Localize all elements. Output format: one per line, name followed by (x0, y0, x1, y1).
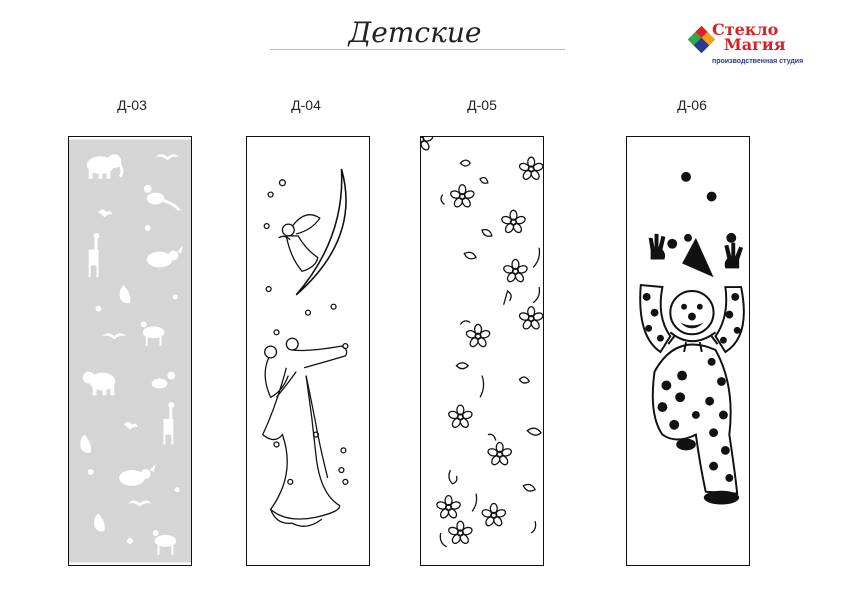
animals-frosted-icon (69, 139, 191, 563)
panel-code-d06: Д-06 (677, 97, 707, 113)
title-divider (270, 49, 565, 50)
panel-d04[interactable] (246, 136, 370, 566)
logo-subtitle: производственная студия (712, 58, 804, 65)
panel-code-d05: Д-05 (467, 97, 497, 113)
panel-d03[interactable] (68, 136, 192, 566)
panel-d06[interactable] (626, 136, 750, 566)
logo-text-line1: Стекло (712, 20, 779, 39)
page-title: Детские (348, 16, 482, 49)
angel-dancers-icon (261, 168, 349, 527)
panel-code-d04: Д-04 (291, 97, 321, 113)
flowers-icon (421, 137, 543, 548)
logo-text-line2: Магия (724, 35, 786, 54)
clown-icon (639, 171, 745, 505)
company-logo: Стекло Магия производственная студия (687, 20, 818, 74)
panel-code-d03: Д-03 (117, 97, 147, 113)
panel-d05[interactable] (420, 136, 544, 566)
